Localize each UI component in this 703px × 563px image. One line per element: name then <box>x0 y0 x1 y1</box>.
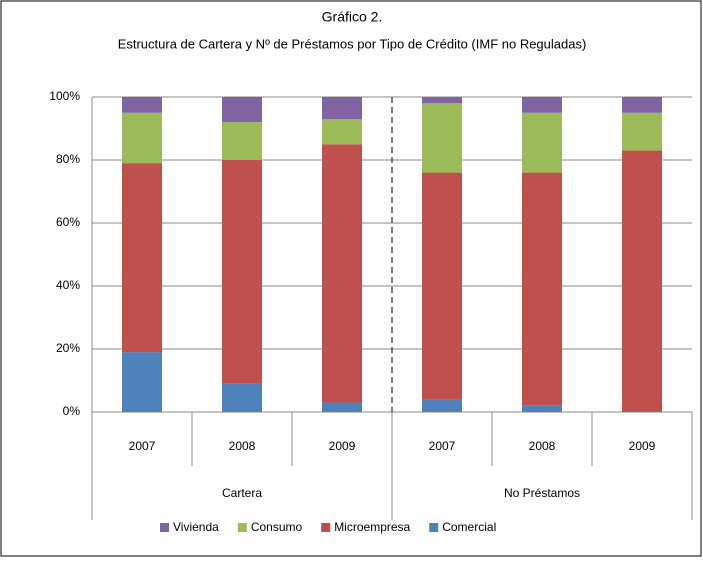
legend-swatch <box>237 523 247 532</box>
y-tick-label: 80% <box>56 152 80 166</box>
legend-swatch <box>160 523 169 532</box>
bar-segment <box>522 172 562 406</box>
bar-segment <box>222 122 262 160</box>
bar-segment <box>122 163 162 353</box>
chart-title: Gráfico 2. <box>322 9 383 25</box>
bar-segment <box>622 150 662 413</box>
legend-swatch <box>429 523 439 532</box>
bar-segment <box>422 172 462 400</box>
legend-label: Microempresa <box>334 520 410 534</box>
bar-segment <box>322 97 362 120</box>
bar-segment <box>522 97 562 113</box>
x-tick-label: 2009 <box>629 439 656 453</box>
group-label: No Préstamos <box>504 486 580 500</box>
bar-segment <box>222 97 262 123</box>
bar-segment <box>122 352 162 412</box>
bar-segment <box>122 112 162 164</box>
y-tick-label: 40% <box>56 278 80 292</box>
x-tick-label: 2008 <box>229 439 256 453</box>
x-tick-label: 2009 <box>329 439 356 453</box>
bar-segment <box>422 103 462 173</box>
bar-segment <box>322 402 362 412</box>
x-tick-label: 2007 <box>129 439 156 453</box>
y-tick-label: 20% <box>56 341 80 355</box>
x-tick-label: 2007 <box>429 439 456 453</box>
bar-segment <box>322 119 362 145</box>
bar-segment <box>622 112 662 151</box>
legend-swatch <box>321 523 331 532</box>
y-tick-label: 100% <box>49 89 80 103</box>
bar-segment <box>422 97 462 104</box>
bar-segment <box>122 97 162 113</box>
bar-segment <box>522 405 562 412</box>
bar-segment <box>322 144 362 403</box>
bar-segment <box>522 112 562 173</box>
y-tick-label: 0% <box>63 404 81 418</box>
bar-segment <box>422 399 462 412</box>
group-label: Cartera <box>222 486 262 500</box>
x-tick-label: 2008 <box>529 439 556 453</box>
bar-segment <box>222 383 262 412</box>
y-tick-label: 60% <box>56 215 80 229</box>
chart-subtitle: Estructura de Cartera y Nº de Préstamos … <box>118 36 587 51</box>
bar-segment <box>622 97 662 113</box>
legend-label: Comercial <box>442 520 496 534</box>
legend-label: Consumo <box>251 520 303 534</box>
bar-segment <box>222 160 262 384</box>
legend-label: Vivienda <box>173 520 219 534</box>
